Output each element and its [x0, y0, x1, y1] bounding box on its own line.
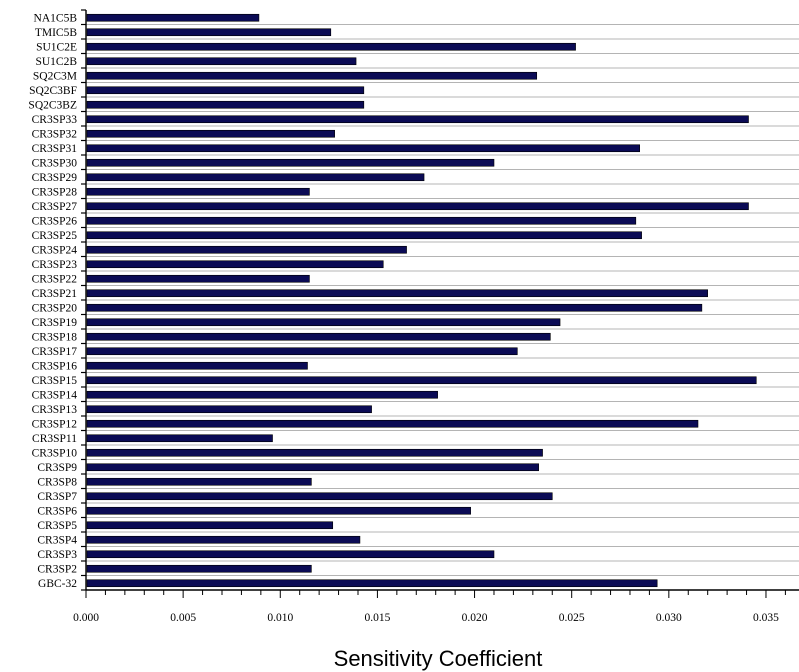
- bar-cr3sp11: [86, 434, 273, 443]
- category-label: CR3SP8: [37, 476, 77, 488]
- bar-sq2c3bf: [86, 86, 365, 95]
- bar-cr3sp17: [86, 347, 518, 356]
- category-label: CR3SP11: [32, 433, 77, 445]
- bar-cr3sp5: [86, 521, 334, 530]
- bar-cr3sp18: [86, 332, 551, 341]
- category-label: CR3SP30: [32, 157, 78, 169]
- x-tick-label: 0.000: [73, 612, 99, 624]
- x-tick-label: 0.035: [753, 612, 779, 624]
- bar-cr3sp3: [86, 550, 495, 559]
- x-tick-labels: 0.000 0.005 0.010 0.015 0.020 0.025 0.030 0.035: [73, 612, 779, 624]
- category-label: CR3SP25: [32, 230, 78, 242]
- bar-cr3sp25: [86, 231, 642, 240]
- bar-cr3sp19: [86, 318, 561, 327]
- bar-gbc-32: [86, 579, 658, 588]
- category-label: CR3SP6: [37, 505, 77, 517]
- category-label: NA1C5B: [34, 12, 78, 24]
- bar-cr3sp15: [86, 376, 757, 385]
- bar-cr3sp24: [86, 245, 407, 254]
- category-label: SQ2C3M: [33, 70, 77, 82]
- grid-lines: [86, 24, 799, 576]
- bar-cr3sp13: [86, 405, 372, 414]
- x-tick-label: 0.030: [656, 612, 682, 624]
- axes: [81, 9, 799, 598]
- bar-su1c2b: [86, 57, 357, 66]
- bar-cr3sp8: [86, 477, 312, 486]
- category-label: SU1C2E: [36, 41, 77, 53]
- bar-cr3sp30: [86, 158, 495, 167]
- bar-cr3sp9: [86, 463, 539, 472]
- bar-tmic5b: [86, 28, 332, 37]
- bar-cr3sp23: [86, 260, 384, 269]
- category-label: CR3SP12: [32, 418, 78, 430]
- bar-cr3sp6: [86, 506, 471, 515]
- bar-su1c2e: [86, 42, 576, 51]
- bar-cr3sp33: [86, 115, 749, 124]
- category-label: CR3SP28: [32, 186, 78, 198]
- x-tick-label: 0.010: [267, 612, 293, 624]
- bar-cr3sp31: [86, 144, 640, 153]
- category-label: TMIC5B: [35, 27, 78, 39]
- bar-cr3sp27: [86, 202, 749, 211]
- category-label: CR3SP19: [32, 317, 78, 329]
- category-label: CR3SP14: [32, 389, 78, 401]
- bar-cr3sp32: [86, 129, 335, 138]
- category-label: CR3SP9: [37, 462, 77, 474]
- category-label: CR3SP15: [32, 375, 78, 387]
- category-label: CR3SP18: [32, 331, 78, 343]
- category-label: CR3SP20: [32, 302, 78, 314]
- bar-cr3sp21: [86, 289, 708, 298]
- category-label: CR3SP31: [32, 143, 78, 155]
- category-label: CR3SP4: [37, 534, 77, 546]
- category-label: GBC-32: [38, 578, 77, 590]
- bar-cr3sp14: [86, 390, 438, 399]
- category-label: CR3SP24: [32, 244, 78, 256]
- category-label: SQ2C3BZ: [28, 99, 77, 111]
- category-label: CR3SP27: [32, 201, 78, 213]
- bar-cr3sp28: [86, 187, 310, 196]
- category-label: SU1C2B: [35, 56, 77, 68]
- bar-sq2c3m: [86, 71, 538, 80]
- bar-cr3sp20: [86, 303, 703, 312]
- bar-cr3sp4: [86, 535, 361, 544]
- category-label: CR3SP3: [37, 549, 77, 561]
- category-label: CR3SP26: [32, 215, 78, 227]
- bar-cr3sp12: [86, 419, 699, 428]
- bar-cr3sp10: [86, 448, 543, 457]
- bar-cr3sp16: [86, 361, 308, 370]
- category-label: SQ2C3BF: [29, 85, 77, 97]
- category-label: CR3SP2: [37, 563, 77, 575]
- category-label: CR3SP17: [32, 346, 78, 358]
- bar-cr3sp26: [86, 216, 637, 225]
- category-labels: NA1C5B TMIC5B SU1C2E SU1C2B SQ2C3M SQ2C3BF SQ2…: [28, 12, 77, 590]
- x-tick-label: 0.005: [170, 612, 196, 624]
- category-label: CR3SP32: [32, 128, 78, 140]
- category-label: CR3SP22: [32, 273, 78, 285]
- category-label: CR3SP7: [37, 491, 77, 503]
- category-label: CR3SP16: [32, 360, 78, 372]
- bar-cr3sp22: [86, 274, 310, 283]
- bar-na1c5b: [86, 13, 260, 22]
- category-label: CR3SP33: [32, 114, 78, 126]
- bars: [86, 13, 757, 588]
- x-tick-label: 0.015: [364, 612, 390, 624]
- bar-cr3sp7: [86, 492, 553, 501]
- category-label: CR3SP13: [32, 404, 78, 416]
- category-label: CR3SP23: [32, 259, 78, 271]
- category-label: CR3SP10: [32, 447, 78, 459]
- bar-cr3sp29: [86, 173, 425, 182]
- category-label: CR3SP5: [37, 520, 77, 532]
- x-tick-label: 0.020: [462, 612, 488, 624]
- bar-sq2c3bz: [86, 100, 365, 109]
- bar-cr3sp2: [86, 564, 312, 573]
- category-label: CR3SP21: [32, 288, 78, 300]
- category-label: CR3SP29: [32, 172, 78, 184]
- x-tick-label: 0.025: [559, 612, 585, 624]
- x-axis-title: Sensitivity Coefficient: [334, 646, 543, 671]
